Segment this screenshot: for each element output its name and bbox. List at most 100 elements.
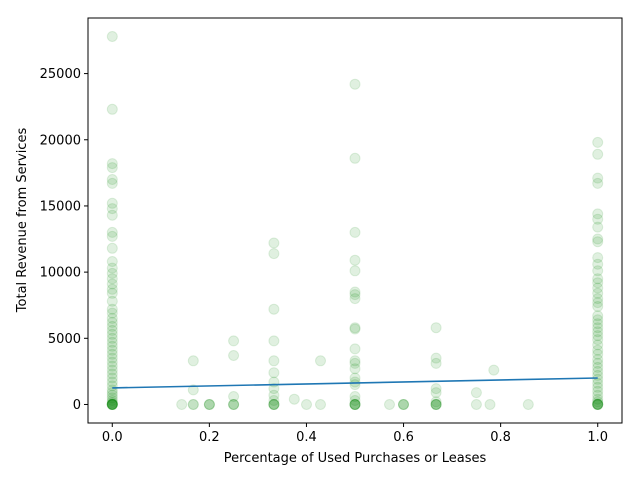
data-point — [106, 399, 118, 410]
data-point — [592, 258, 604, 270]
data-point — [106, 328, 118, 340]
data-point — [592, 334, 604, 346]
data-point — [349, 254, 361, 266]
y-tick-label: 0 — [73, 398, 81, 413]
data-point — [349, 376, 361, 388]
data-point — [268, 389, 280, 401]
data-point — [592, 297, 604, 309]
data-point — [592, 310, 604, 322]
x-tick-label: 0.4 — [296, 430, 317, 445]
data-point — [592, 282, 604, 294]
data-point — [430, 399, 442, 410]
x-tick-label: 1.0 — [587, 430, 608, 445]
y-tick-label: 5000 — [48, 332, 81, 347]
data-point — [268, 367, 280, 379]
data-point — [106, 226, 118, 238]
data-point — [488, 364, 500, 376]
data-point — [470, 387, 482, 399]
data-point — [430, 399, 442, 410]
data-point — [106, 307, 118, 319]
data-point — [592, 301, 604, 312]
data-point — [349, 289, 361, 301]
data-point — [398, 399, 409, 410]
data-point — [592, 365, 604, 377]
data-point — [106, 312, 118, 324]
data-point — [349, 293, 361, 305]
data-point — [315, 399, 326, 410]
data-point — [430, 387, 442, 399]
data-point — [187, 399, 199, 410]
data-point — [106, 364, 118, 376]
y-axis-label: Total Revenue from Services — [15, 128, 30, 314]
data-point — [106, 399, 118, 410]
data-point — [106, 397, 118, 408]
data-point — [187, 384, 199, 396]
data-point — [106, 389, 118, 401]
data-point — [384, 399, 395, 410]
y-tick-label: 10000 — [40, 266, 81, 281]
data-point — [592, 322, 604, 334]
data-point — [349, 399, 361, 410]
data-point — [228, 399, 240, 410]
data-point — [106, 399, 118, 410]
data-point — [106, 242, 118, 254]
data-point — [592, 287, 604, 299]
data-point — [592, 339, 604, 351]
data-point — [106, 392, 118, 404]
data-point — [106, 320, 118, 332]
x-tick-label: 0.2 — [199, 430, 220, 445]
data-point — [106, 398, 118, 410]
data-point — [592, 396, 604, 408]
data-point — [398, 399, 409, 410]
data-point — [268, 399, 280, 410]
data-point — [592, 385, 604, 397]
data-point — [268, 383, 280, 395]
data-point — [106, 303, 118, 315]
data-point — [187, 355, 199, 367]
data-point — [268, 237, 280, 249]
data-point — [592, 273, 604, 285]
data-point — [592, 213, 604, 225]
data-point — [106, 31, 118, 42]
data-point — [349, 399, 361, 410]
data-point — [592, 373, 604, 385]
data-point — [430, 357, 442, 369]
data-point — [592, 399, 604, 410]
data-point — [228, 335, 240, 347]
plot-frame — [87, 17, 623, 424]
data-point — [106, 256, 118, 267]
data-point — [349, 322, 361, 334]
data-point — [176, 399, 188, 410]
data-point — [592, 348, 604, 360]
data-point — [106, 372, 118, 384]
data-point — [430, 352, 442, 364]
data-point — [268, 399, 280, 410]
data-point — [349, 286, 361, 298]
data-point — [592, 318, 604, 330]
data-point — [106, 324, 118, 336]
data-point — [301, 399, 312, 410]
data-point — [592, 399, 604, 410]
data-point — [106, 399, 118, 410]
data-point — [592, 293, 604, 305]
data-point — [106, 162, 118, 174]
data-point — [106, 316, 118, 328]
data-point — [106, 344, 118, 356]
data-point — [106, 197, 118, 209]
data-point — [106, 336, 118, 348]
data-point — [592, 344, 604, 356]
data-point — [592, 354, 604, 365]
data-point — [106, 360, 118, 372]
data-point — [592, 357, 604, 369]
data-point — [106, 209, 118, 221]
data-point — [430, 399, 442, 410]
data-point — [592, 326, 604, 338]
data-point — [349, 395, 361, 406]
data-point — [106, 376, 118, 388]
data-point — [268, 355, 280, 367]
data-point — [203, 399, 215, 410]
data-point — [592, 399, 604, 410]
x-tick-label: 0.8 — [490, 430, 511, 445]
data-point — [203, 399, 215, 410]
